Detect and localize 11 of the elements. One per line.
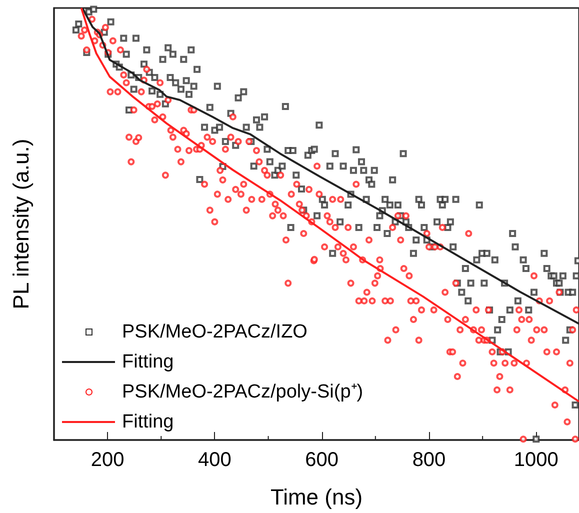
x-tick-label: 1000: [514, 449, 558, 471]
x-tick-label: 600: [305, 449, 339, 471]
x-tick-label: 800: [412, 449, 446, 471]
x-tick-label: 200: [90, 449, 124, 471]
legend-label: PSK/MeO-2PACz/poly-Si(p⁺): [122, 382, 364, 402]
x-tick-label: 400: [198, 449, 232, 471]
legend-label: PSK/MeO-2PACz/IZO: [122, 322, 308, 342]
x-axis-title: Time (ns): [270, 484, 363, 510]
y-axis-title: PL intensity (a.u.): [8, 138, 34, 310]
legend-label: Fitting: [122, 352, 174, 372]
legend-label: Fitting: [122, 412, 174, 432]
